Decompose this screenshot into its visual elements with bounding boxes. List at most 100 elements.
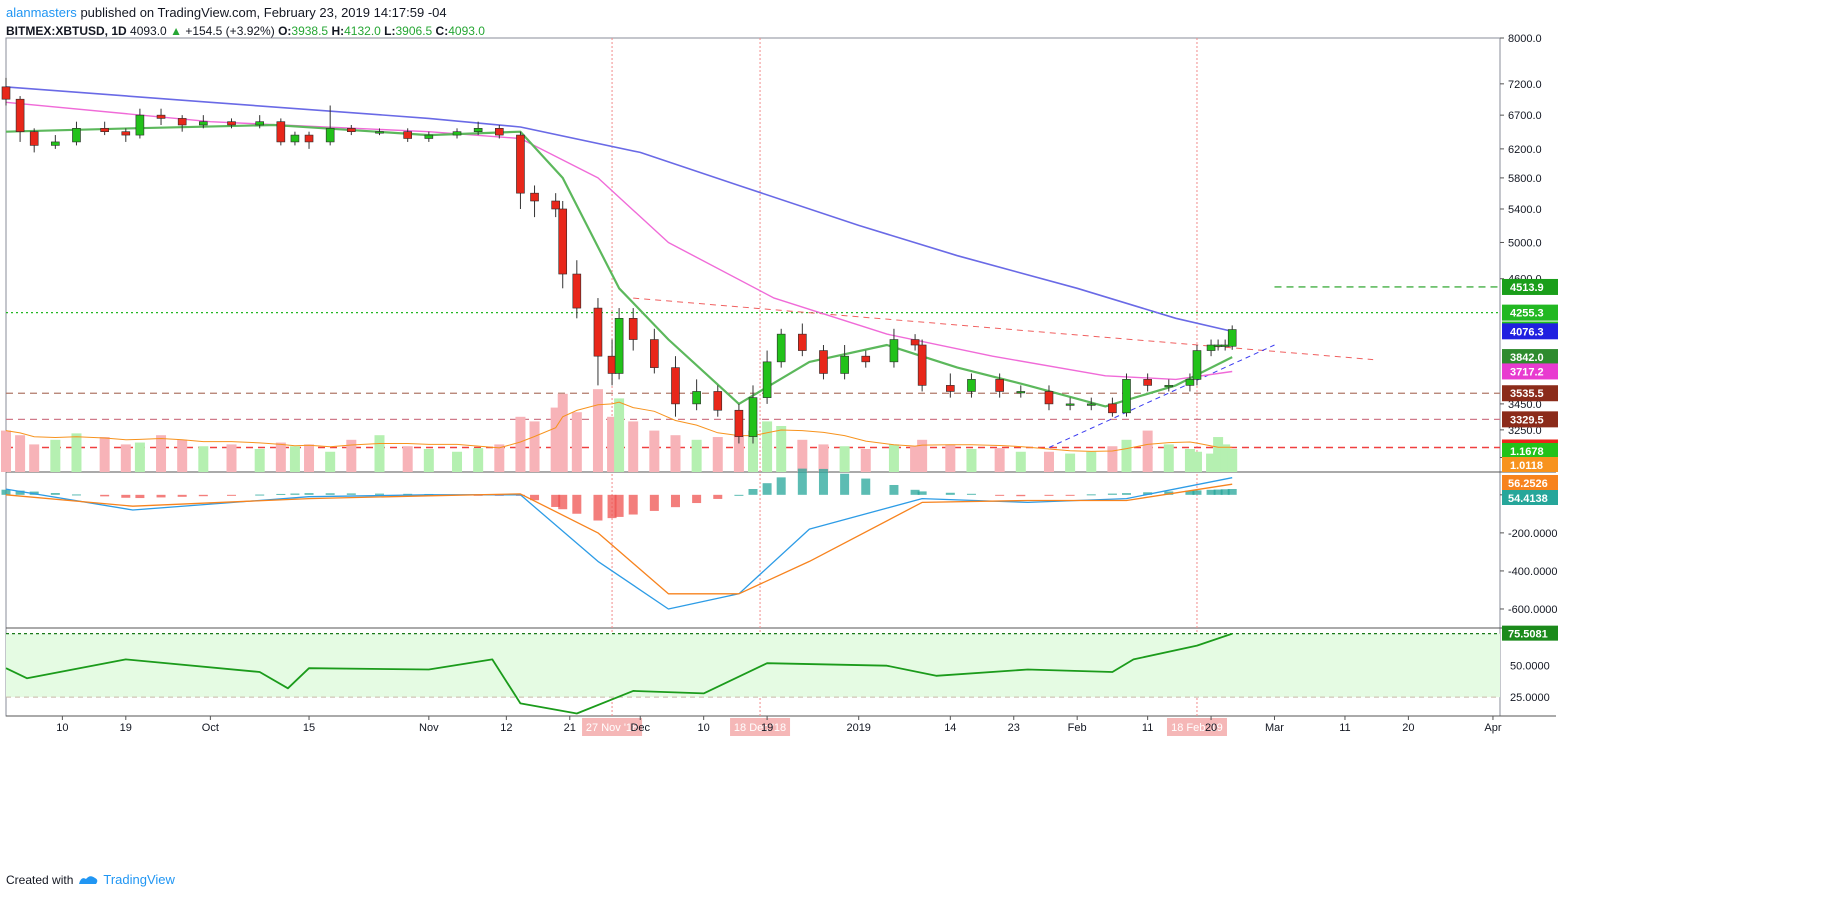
x-tick-label: Nov [419,722,439,734]
candle-body [692,391,701,405]
candle-body [1044,391,1054,405]
footer: Created with TradingView [6,872,175,887]
price-label: 3329.5 [1510,414,1544,426]
macd-histogram-bar [177,494,187,497]
candle-body [798,333,807,351]
x-tick-label: 20 [1205,722,1217,734]
macd-histogram-bar [572,494,582,514]
volume-bar [226,444,237,472]
date-marker-badge [1166,718,1227,736]
y-tick-label: 3450.0 [1508,399,1542,411]
macd-histogram-bar [15,490,25,495]
volume-bar [15,435,26,472]
x-tick-label: Mar [1265,722,1284,734]
price-label: 3842.0 [1510,352,1544,364]
price-change: +154.5 (+3.92%) [185,24,275,38]
macd-histogram-bar [1192,490,1202,495]
macd-histogram-bar [734,494,744,496]
macd-histogram-bar [995,494,1005,496]
macd-histogram-bar [100,494,110,497]
macd-histogram-bar [551,494,561,507]
y-tick-label: 6700.0 [1508,110,1542,122]
tradingview-brand[interactable]: TradingView [103,872,175,887]
volume-bar [628,421,639,472]
volume-bar [304,444,315,472]
volume-bar [275,442,286,472]
macd-histogram-bar [1185,490,1195,495]
signal-line [5,483,1233,595]
candle-body [121,131,131,136]
volume-bar [1142,430,1153,472]
volume-bar [325,451,336,472]
tradingview-logo-icon [79,875,98,884]
macd-histogram-bar [290,493,300,495]
macd-histogram-bar [325,493,335,495]
macd-histogram-bar [910,489,920,495]
date-marker-badge [582,718,643,736]
rsi-value: 75.5081 [1508,629,1548,641]
x-tick-label: Apr [1484,722,1501,734]
macd-histogram-bar [945,492,955,495]
volume-value-badge [1502,443,1558,458]
macd-histogram-bar [530,494,540,501]
macd-y-tick-label: -200.0000 [1508,528,1558,540]
y-tick-label: 7200.0 [1508,79,1542,91]
candle-body [1192,350,1202,380]
candle-body [910,339,920,346]
candle-body [495,128,504,136]
candle-body [1143,379,1152,386]
volume-bar [1121,439,1132,472]
candle-body [1016,391,1026,394]
y-tick-label: 5400.0 [1508,204,1542,216]
candle-body [614,318,624,374]
ema-line [5,86,1233,333]
volume-bar [402,446,413,472]
up-triangle-icon: ▲ [170,24,182,38]
x-tick-label: 20 [1402,722,1414,734]
price-label-badge [1502,349,1558,366]
volume-bar [374,435,385,472]
macd-histogram-bar [818,468,828,495]
volume-bar [614,398,625,472]
candle-body [1065,403,1075,406]
macd-histogram-bar [840,473,850,495]
volume-bar [592,389,603,472]
macd-histogram-bar [1227,489,1237,495]
support-trendline [1048,344,1275,448]
low-label: L: [384,24,396,38]
volume-bar [550,407,561,472]
x-tick-label: 21 [564,722,576,734]
rsi-y-tick-label: 25.0000 [1510,692,1550,704]
volume-bar [1163,444,1174,472]
candle-body [15,98,25,132]
created-with: Created with [6,872,74,887]
symbol-title[interactable]: BITMEX:XBTUSD, 1D [6,24,127,38]
candle-body [967,379,976,392]
volume-bar [670,435,681,472]
price-label-badge [1502,323,1558,340]
price-label-badge [1502,278,1558,295]
macd-histogram-bar [346,493,356,495]
volume-value-badge [1502,457,1558,472]
volume-bar [1086,451,1097,472]
macd-line [5,477,1233,610]
candle-body [1108,403,1117,414]
date-marker-badge [730,718,791,736]
x-tick-label: 10 [698,722,710,734]
volume-bar [1015,451,1026,472]
y-tick-label: 6200.0 [1508,144,1542,156]
volume-bar [910,446,921,472]
volume-bar [494,444,505,472]
x-tick-label: 11 [1339,722,1350,734]
volume-bar [945,444,956,472]
volume-ma-line [5,401,1233,452]
candle-body [551,200,560,210]
macd-histogram-bar [1122,493,1131,495]
volume-bar [917,439,928,472]
x-tick-label: 23 [1008,722,1020,734]
macd-histogram-bar [628,494,638,515]
candle-body [734,409,744,437]
macd-histogram-bar [670,494,680,508]
author-link[interactable]: alanmasters [6,5,77,20]
